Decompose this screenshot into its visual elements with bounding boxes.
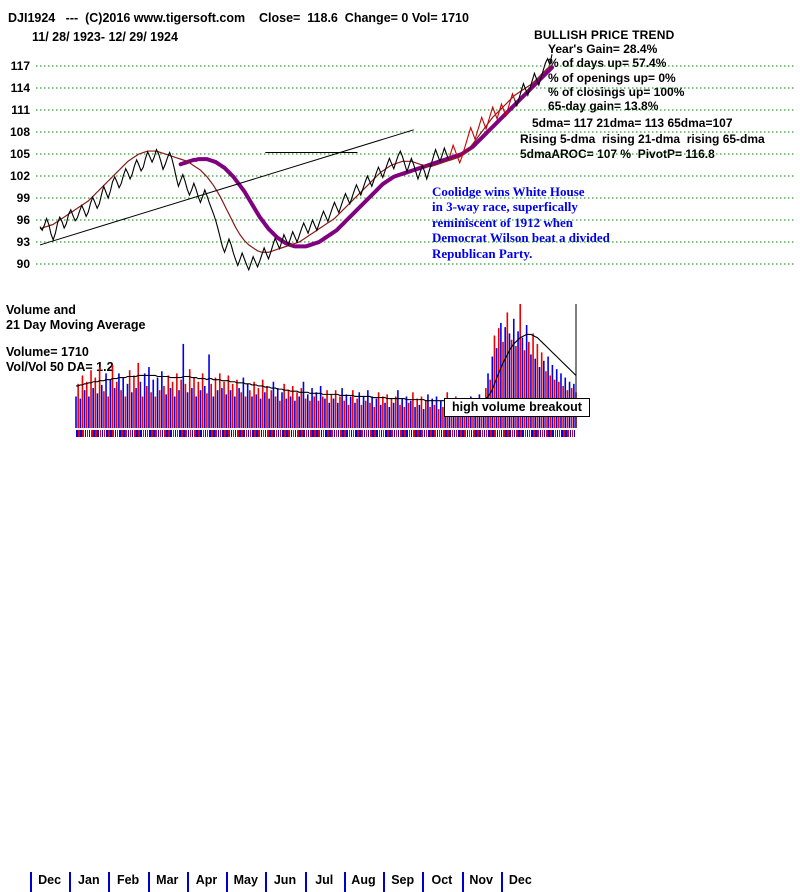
month-label-oct-10: Oct [431, 873, 453, 887]
month-label-jan-1: Jan [78, 873, 100, 887]
series-close [448, 92, 516, 165]
stat-years-gain: Year's Gain= 28.4% [548, 42, 658, 57]
y-axis-tick-105: 105 [9, 147, 30, 161]
month-label-dec-0: Dec [38, 873, 62, 887]
month-label-sep-9: Sep [391, 873, 415, 887]
stat-openings-up: % of openings up= 0% [548, 70, 676, 85]
trend-title: BULLISH PRICE TREND [534, 28, 675, 42]
month-label-nov-11: Nov [469, 873, 493, 887]
annotation-line-3: reminiscent of 1912 when [432, 214, 573, 230]
series-close [39, 146, 450, 272]
volume-panel-title: Volume and 21 Day Moving Average [6, 303, 145, 333]
month-label-may-5: May [233, 873, 258, 887]
axis-color-strip [76, 430, 576, 437]
y-axis-tick-93: 93 [16, 235, 30, 249]
month-label-mar-3: Mar [156, 873, 179, 887]
annotation-line-1: Coolidge wins White House [432, 184, 585, 199]
series-21dma [39, 64, 553, 253]
trendline [39, 129, 414, 246]
month-label-dec-12: Dec [508, 873, 532, 887]
month-axis: Dec Jan Feb Mar Apr May Jun Jul Aug Sep Oct Nov Dec [0, 436, 800, 892]
high-volume-breakout-label: high volume breakout [444, 398, 590, 417]
header-date-range: 11/ 28/ 1923- 12/ 29/ 1924 [32, 30, 178, 44]
month-label-feb-2: Feb [116, 873, 140, 887]
volume-ratio: Vol/Vol 50 DA= 1.2 [6, 360, 114, 374]
y-axis-tick-108: 108 [9, 125, 30, 139]
month-label-jun-6: Jun [273, 873, 297, 887]
volume-moving-average [76, 333, 577, 402]
annotation-line-4: Democrat Wilson beat a divided [432, 230, 610, 246]
y-axis-tick-102: 102 [9, 169, 30, 183]
volume-value: Volume= 1710 [6, 345, 89, 359]
volume-title-line2: 21 Day Moving Average [6, 318, 146, 332]
series-65dma [178, 65, 554, 249]
header-title: DJI1924 --- (C)2016 www.tigersoft.com Cl… [8, 11, 469, 25]
stat-dma-direction: Rising 5-dma rising 21-dma rising 65-dma [520, 131, 765, 146]
price-chart [36, 54, 794, 272]
y-axis-tick-117: 117 [10, 59, 30, 73]
y-axis-tick-114: 114 [10, 81, 30, 95]
volume-title-line1: Volume and [6, 303, 76, 317]
y-axis-tick-96: 96 [16, 213, 30, 227]
annotation-line-2: in 3-way race, superfically [432, 199, 578, 215]
annotation-line-5: Republican Party. [432, 245, 533, 261]
y-axis-tick-99: 99 [16, 191, 30, 205]
month-label-jul-7: Jul [315, 873, 334, 887]
stat-days-up: % of days up= 57.4% [548, 56, 667, 71]
chart-annotation: Coolidge wins White House in 3-way race,… [432, 184, 662, 261]
series-close [514, 54, 553, 108]
volume-panel-values: Volume= 1710 Vol/Vol 50 DA= 1.2 [6, 345, 114, 375]
month-label-apr-4: Apr [195, 873, 218, 887]
stat-dma-values: 5dma= 117 21dma= 113 65dma=107 [532, 116, 733, 130]
month-label-aug-8: Aug [351, 873, 376, 887]
y-axis-tick-111: 111 [11, 103, 30, 117]
volume-chart [75, 304, 577, 428]
y-axis-tick-90: 90 [16, 257, 30, 271]
